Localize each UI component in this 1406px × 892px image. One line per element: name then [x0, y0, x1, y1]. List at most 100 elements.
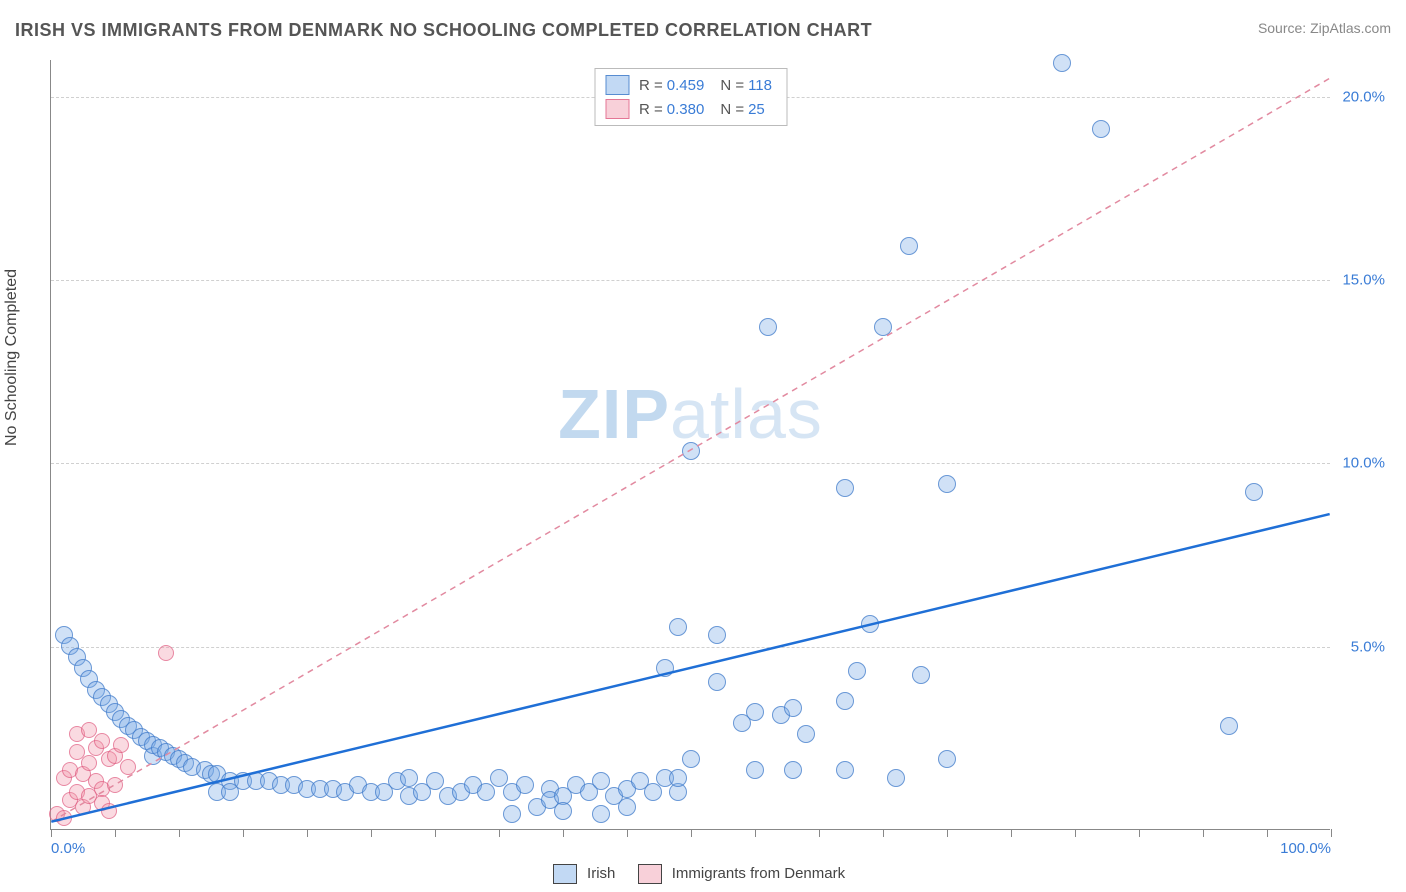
watermark-bold: ZIP — [558, 375, 670, 453]
data-point — [94, 733, 110, 749]
gridline — [51, 280, 1330, 281]
swatch-blue — [553, 864, 577, 884]
y-tick-label: 10.0% — [1342, 455, 1385, 472]
x-tick — [371, 829, 372, 837]
data-point — [887, 769, 905, 787]
data-point — [1092, 120, 1110, 138]
data-point — [848, 662, 866, 680]
data-point — [644, 783, 662, 801]
series-legend: Irish Immigrants from Denmark — [50, 864, 1330, 884]
x-tick — [819, 829, 820, 837]
x-tick — [1267, 829, 1268, 837]
data-point — [759, 318, 777, 336]
data-point — [912, 666, 930, 684]
gridline — [51, 647, 1330, 648]
data-point — [426, 772, 444, 790]
data-point — [56, 810, 72, 826]
stat-r-value: 0.459 — [667, 77, 705, 94]
data-point — [708, 626, 726, 644]
x-tick — [691, 829, 692, 837]
x-tick — [563, 829, 564, 837]
data-point — [592, 772, 610, 790]
y-tick-label: 5.0% — [1351, 638, 1385, 655]
x-tick — [1331, 829, 1332, 837]
chart-header: IRISH VS IMMIGRANTS FROM DENMARK NO SCHO… — [15, 20, 1391, 50]
gridline — [51, 463, 1330, 464]
data-point — [746, 703, 764, 721]
y-axis-label: No Schooling Completed — [3, 269, 21, 446]
data-point — [938, 475, 956, 493]
stat-n-label: N = — [720, 101, 744, 118]
data-point — [861, 615, 879, 633]
data-point — [836, 479, 854, 497]
x-tick — [1203, 829, 1204, 837]
data-point — [592, 805, 610, 823]
data-point — [477, 783, 495, 801]
x-tick — [1139, 829, 1140, 837]
x-tick — [243, 829, 244, 837]
data-point — [669, 769, 687, 787]
data-point — [554, 802, 572, 820]
data-point — [797, 725, 815, 743]
y-tick-label: 20.0% — [1342, 88, 1385, 105]
x-tick — [499, 829, 500, 837]
data-point — [682, 750, 700, 768]
data-point — [516, 776, 534, 794]
data-point — [618, 798, 636, 816]
data-point — [784, 761, 802, 779]
y-tick-label: 15.0% — [1342, 272, 1385, 289]
chart-title: IRISH VS IMMIGRANTS FROM DENMARK NO SCHO… — [15, 20, 872, 40]
x-tick — [627, 829, 628, 837]
x-tick — [883, 829, 884, 837]
watermark-light: atlas — [670, 375, 823, 453]
data-point — [81, 755, 97, 771]
data-point — [503, 805, 521, 823]
data-point — [1220, 717, 1238, 735]
data-point — [107, 777, 123, 793]
data-point — [158, 645, 174, 661]
stat-r-label: R = — [639, 77, 663, 94]
swatch-blue — [605, 75, 629, 95]
data-point — [120, 759, 136, 775]
data-point — [669, 618, 687, 636]
stat-n-label: N = — [720, 77, 744, 94]
stat-legend: R = 0.459 N = 118 R = 0.380 N = 25 — [594, 68, 787, 126]
data-point — [874, 318, 892, 336]
stat-legend-row: R = 0.459 N = 118 — [605, 73, 776, 97]
legend-label-denmark: Immigrants from Denmark — [672, 865, 845, 882]
data-point — [400, 769, 418, 787]
scatter-plot: ZIPatlas R = 0.459 N = 118 R = 0.380 N =… — [50, 60, 1330, 830]
x-tick — [755, 829, 756, 837]
x-tick — [51, 829, 52, 837]
stat-r-value: 0.380 — [667, 101, 705, 118]
x-tick — [947, 829, 948, 837]
x-tick — [1075, 829, 1076, 837]
data-point — [836, 692, 854, 710]
x-tick-label: 0.0% — [51, 840, 85, 857]
data-point — [938, 750, 956, 768]
swatch-pink — [638, 864, 662, 884]
data-point — [221, 783, 239, 801]
legend-label-irish: Irish — [587, 865, 615, 882]
data-point — [784, 699, 802, 717]
x-tick — [115, 829, 116, 837]
chart-source: Source: ZipAtlas.com — [1258, 20, 1391, 36]
data-point — [836, 761, 854, 779]
swatch-pink — [605, 99, 629, 119]
x-tick — [435, 829, 436, 837]
data-point — [113, 737, 129, 753]
data-point — [682, 442, 700, 460]
x-tick — [307, 829, 308, 837]
stat-legend-row: R = 0.380 N = 25 — [605, 97, 776, 121]
stat-n-value: 25 — [748, 101, 765, 118]
stat-n-value: 118 — [748, 77, 772, 94]
data-point — [746, 761, 764, 779]
data-point — [1053, 54, 1071, 72]
data-point — [656, 659, 674, 677]
x-tick — [179, 829, 180, 837]
data-point — [900, 237, 918, 255]
stat-r-label: R = — [639, 101, 663, 118]
data-point — [101, 803, 117, 819]
data-point — [490, 769, 508, 787]
x-tick-label: 100.0% — [1280, 840, 1331, 857]
